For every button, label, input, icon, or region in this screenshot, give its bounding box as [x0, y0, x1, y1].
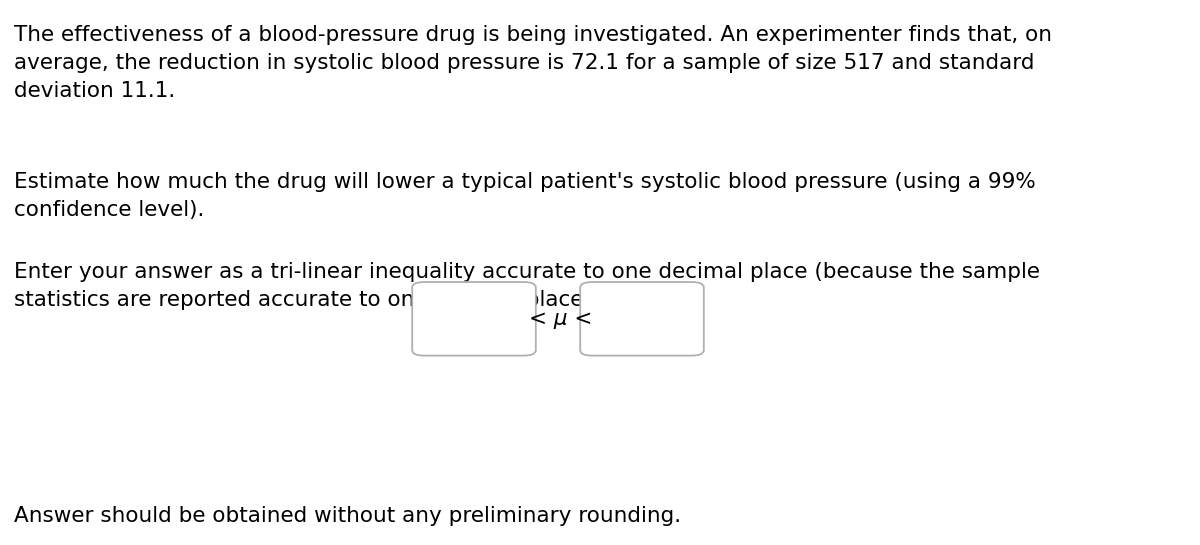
Text: Enter your answer as a tri-linear inequality accurate to one decimal place (beca: Enter your answer as a tri-linear inequa… — [14, 262, 1040, 310]
Text: Estimate how much the drug will lower a typical patient's systolic blood pressur: Estimate how much the drug will lower a … — [14, 172, 1036, 220]
FancyBboxPatch shape — [581, 282, 704, 356]
FancyBboxPatch shape — [413, 282, 535, 356]
Text: Answer should be obtained without any preliminary rounding.: Answer should be obtained without any pr… — [14, 506, 682, 526]
Text: The effectiveness of a blood-pressure drug is being investigated. An experimente: The effectiveness of a blood-pressure dr… — [14, 25, 1052, 101]
Text: < μ <: < μ < — [529, 309, 592, 329]
